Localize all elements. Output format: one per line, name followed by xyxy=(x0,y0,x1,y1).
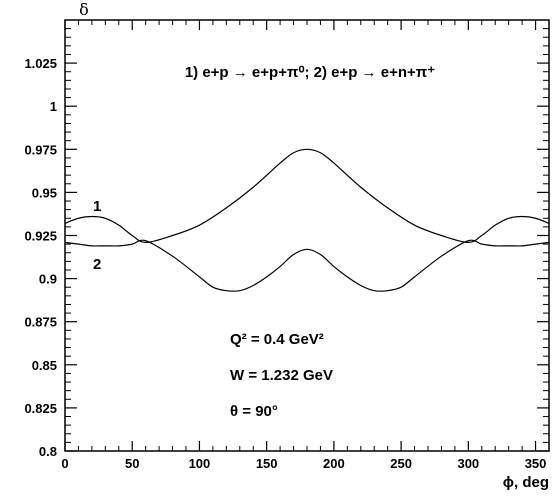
y-tick-label: 0.85 xyxy=(32,358,57,373)
y-tick-label: 0.8 xyxy=(39,444,57,459)
series-layer xyxy=(64,148,550,292)
x-tick-label: 0 xyxy=(61,456,68,471)
series-line-2 xyxy=(64,239,550,292)
x-tick-label: 150 xyxy=(256,456,278,471)
x-tick-label: 300 xyxy=(457,456,479,471)
plot-frame xyxy=(64,19,550,452)
y-tick-label: 1.025 xyxy=(24,56,57,71)
y-tick-label: 0.95 xyxy=(32,185,57,200)
x-tick-label: 250 xyxy=(390,456,412,471)
series-line-1 xyxy=(64,148,550,243)
y-axis-title: δ xyxy=(79,0,89,19)
x-axis-title: ϕ, deg xyxy=(503,474,549,491)
y-tick-label: 1 xyxy=(50,99,57,114)
x-tick-label: 200 xyxy=(323,456,345,471)
y-tick-label: 0.975 xyxy=(24,142,57,157)
x-axis: 0 50 100 150 200 250 300 350 xyxy=(61,20,550,471)
x-tick-label: 50 xyxy=(125,456,139,471)
curve-label-2: 2 xyxy=(93,256,101,273)
y-axis: 0.8 0.825 0.85 0.875 0.9 0.925 0.95 0.975 1 1.025 xyxy=(24,28,549,459)
x-tick-label: 100 xyxy=(189,456,211,471)
curve-label-1: 1 xyxy=(93,198,101,215)
process-legend: 1) e+p → e+p+π⁰; 2) e+p → e+n+π⁺ xyxy=(185,64,435,81)
annotation-w: W = 1.232 GeV xyxy=(230,367,333,384)
annotation-theta: θ = 90° xyxy=(230,403,278,420)
y-tick-label: 0.9 xyxy=(39,272,57,287)
y-tick-label: 0.875 xyxy=(24,315,57,330)
y-tick-label: 0.825 xyxy=(24,401,57,416)
y-tick-label: 0.925 xyxy=(24,229,57,244)
x-tick-label: 350 xyxy=(525,456,547,471)
annotation-q2: Q² = 0.4 GeV² xyxy=(230,331,324,348)
